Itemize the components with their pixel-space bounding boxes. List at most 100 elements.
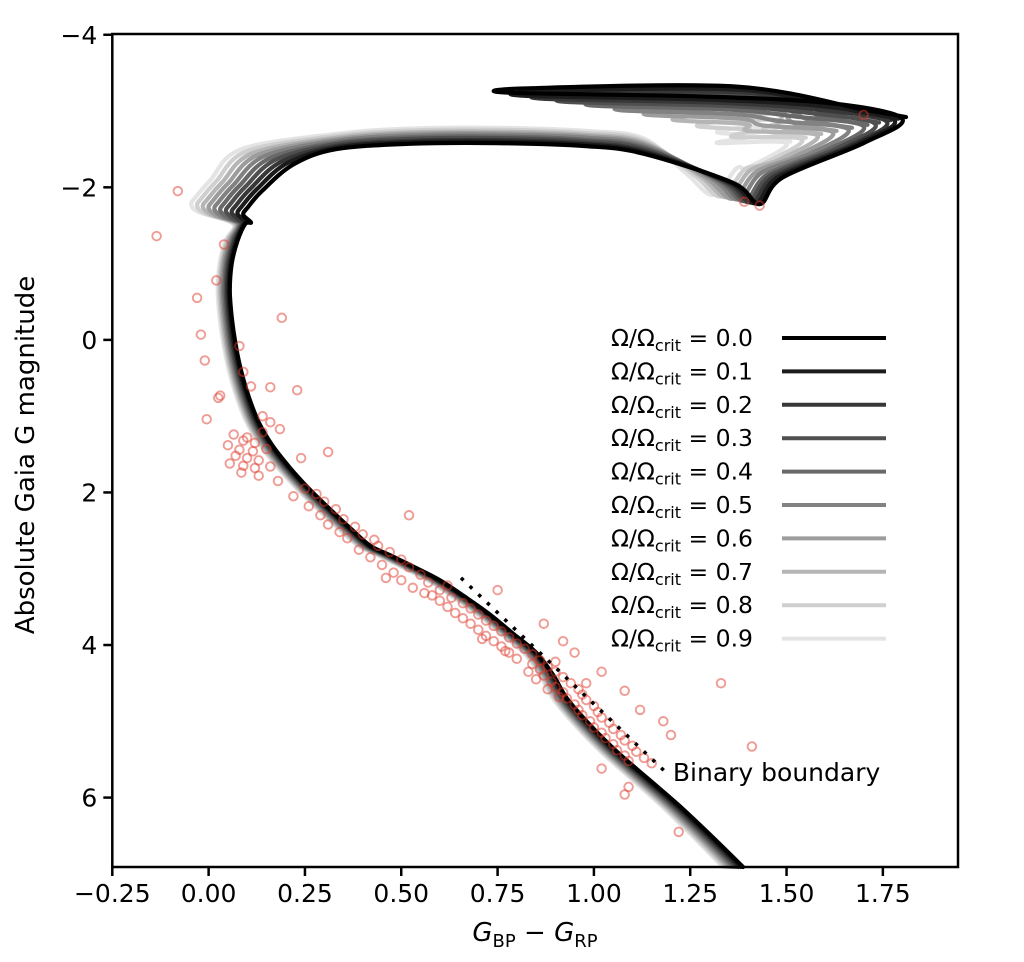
star-point xyxy=(353,544,365,555)
y-tick-label: 6 xyxy=(81,784,97,813)
star-point xyxy=(238,435,249,446)
legend-label: Ω/Ωcrit = 0.0 xyxy=(611,324,753,355)
star-point xyxy=(257,410,268,422)
star-point xyxy=(315,510,326,521)
star-point xyxy=(473,609,484,620)
isochrone-curve-0.0 xyxy=(227,83,909,870)
x-axis-label-operator: − xyxy=(516,918,554,948)
star-point xyxy=(465,618,476,629)
x-tick-label: 0.50 xyxy=(373,879,429,908)
star-point xyxy=(577,709,588,721)
star-point xyxy=(396,574,407,586)
star-point xyxy=(631,746,642,758)
star-point xyxy=(349,521,361,533)
star-point xyxy=(754,200,765,211)
star-point xyxy=(230,450,241,462)
star-point xyxy=(342,532,353,544)
star-point xyxy=(322,519,334,530)
star-point xyxy=(272,475,284,487)
star-point xyxy=(538,618,550,629)
star-point xyxy=(218,239,230,250)
legend-label: Ω/Ωcrit = 0.1 xyxy=(611,357,753,388)
x-axis-ticks: −0.25 0.00 0.25 0.50 0.75 1.00 1.25 1.50 1.75 xyxy=(74,867,911,908)
star-point xyxy=(473,624,484,636)
star-point xyxy=(634,704,646,716)
star-point xyxy=(276,312,288,324)
star-point xyxy=(311,488,322,500)
star-point xyxy=(496,626,507,637)
star-point xyxy=(530,674,542,685)
star-point xyxy=(403,561,415,573)
star-point xyxy=(234,340,245,352)
star-point xyxy=(646,758,657,769)
star-point xyxy=(376,559,388,571)
star-point xyxy=(658,716,669,727)
star-point xyxy=(715,677,727,689)
star-point xyxy=(213,392,224,404)
star-point xyxy=(238,366,249,378)
x-tick-label: 0.75 xyxy=(470,879,526,908)
star-point xyxy=(261,443,272,455)
star-point xyxy=(623,755,634,767)
star-point xyxy=(665,729,677,741)
star-point xyxy=(607,723,619,735)
legend-label: Ω/Ωcrit = 0.5 xyxy=(611,491,753,522)
x-tick-label: −0.25 xyxy=(74,879,151,908)
x-axis-label-sub2: RP xyxy=(574,931,598,952)
legend-label: Ω/Ωcrit = 0.4 xyxy=(611,458,753,489)
star-point xyxy=(201,413,212,425)
star-point xyxy=(588,722,600,733)
star-point xyxy=(488,635,499,647)
star-point xyxy=(858,109,869,121)
x-tick-label: 1.25 xyxy=(662,879,718,908)
star-point xyxy=(550,666,561,677)
star-point xyxy=(265,417,276,428)
star-point xyxy=(365,552,376,563)
star-point xyxy=(422,577,434,588)
star-point xyxy=(511,653,523,665)
x-tick-label: 1.00 xyxy=(566,879,622,908)
isochrone-curve-0.3 xyxy=(223,92,882,870)
star-point xyxy=(457,613,469,624)
star-point xyxy=(442,580,453,591)
star-point xyxy=(619,789,630,800)
star-point xyxy=(619,685,630,697)
star-point xyxy=(580,694,592,706)
star-point xyxy=(384,546,395,558)
star-point xyxy=(372,540,384,552)
x-tick-label: 0.25 xyxy=(277,879,333,908)
star-point xyxy=(407,582,419,594)
star-point xyxy=(426,590,438,601)
star-point xyxy=(503,632,515,643)
star-point xyxy=(492,584,503,596)
star-point xyxy=(446,592,457,603)
star-point xyxy=(195,329,207,340)
binary-boundary-label: Binary boundary xyxy=(673,758,881,787)
star-point xyxy=(511,638,523,649)
star-point xyxy=(600,732,611,744)
legend-label: Ω/Ωcrit = 0.7 xyxy=(611,558,753,589)
star-point xyxy=(449,607,461,619)
y-tick-label: −2 xyxy=(60,173,97,202)
star-point xyxy=(303,500,315,512)
x-tick-label: 1.50 xyxy=(759,879,815,908)
star-point xyxy=(542,684,553,695)
x-axis-label-var2: G xyxy=(554,918,574,948)
legend-label: Ω/Ωcrit = 0.9 xyxy=(611,625,753,656)
y-tick-label: 4 xyxy=(81,631,97,660)
x-axis-label: GBP − GRP xyxy=(472,918,597,952)
isochrone-curve-0.2 xyxy=(225,89,893,870)
star-point xyxy=(295,452,307,464)
star-point xyxy=(480,615,492,626)
legend-label: Ω/Ωcrit = 0.6 xyxy=(611,524,753,555)
star-point xyxy=(211,275,222,286)
star-point xyxy=(619,735,630,746)
star-point xyxy=(245,381,257,392)
star-point xyxy=(228,429,239,440)
x-tick-label: 0.00 xyxy=(181,879,237,908)
star-point xyxy=(396,554,407,565)
star-point xyxy=(265,461,276,472)
star-point xyxy=(403,510,415,521)
star-point xyxy=(257,426,268,438)
